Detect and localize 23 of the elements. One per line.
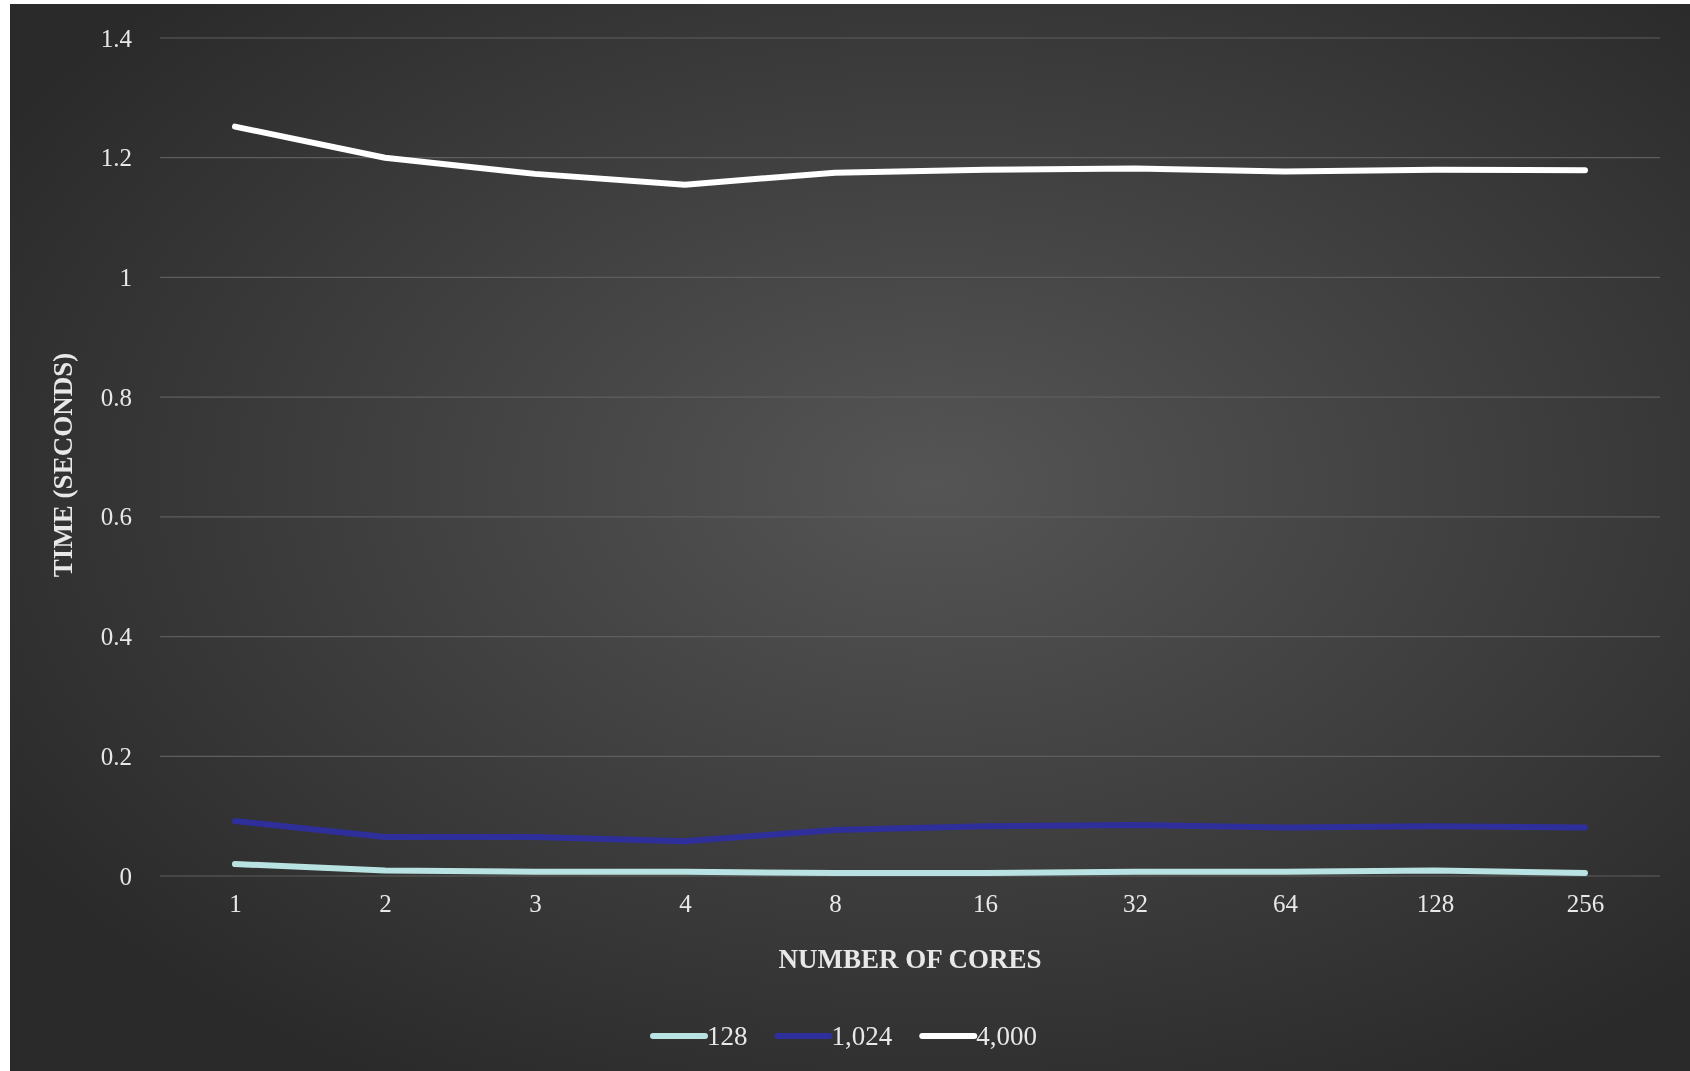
legend-label: 128 (707, 1021, 748, 1051)
x-tick-label: 4 (679, 889, 693, 917)
y-axis-title: TIME (SECONDS) (48, 352, 78, 578)
x-tick-label: 256 (1566, 889, 1605, 917)
y-tick-label: 1.2 (100, 144, 132, 172)
y-tick-label: 1 (119, 263, 132, 291)
y-tick-label: 1.4 (100, 24, 133, 52)
x-tick-label: 64 (1273, 889, 1299, 917)
y-tick-label: 0.6 (100, 503, 132, 531)
x-tick-label: 3 (529, 889, 542, 917)
y-tick-label: 0.2 (100, 742, 132, 770)
x-tick-label: 32 (1123, 889, 1148, 917)
y-tick-label: 0.8 (100, 383, 132, 411)
x-tick-label: 8 (829, 889, 842, 917)
legend-label: 4,000 (976, 1021, 1037, 1051)
legend-label: 1,024 (831, 1021, 893, 1051)
x-tick-label: 1 (229, 889, 242, 917)
y-tick-label: 0.4 (100, 623, 133, 651)
x-tick-label: 2 (379, 889, 392, 917)
x-axis-title: NUMBER OF CORES (778, 944, 1042, 974)
x-tick-label: 128 (1416, 889, 1455, 917)
y-tick-label: 0 (119, 862, 132, 890)
x-tick-label: 16 (973, 889, 998, 917)
